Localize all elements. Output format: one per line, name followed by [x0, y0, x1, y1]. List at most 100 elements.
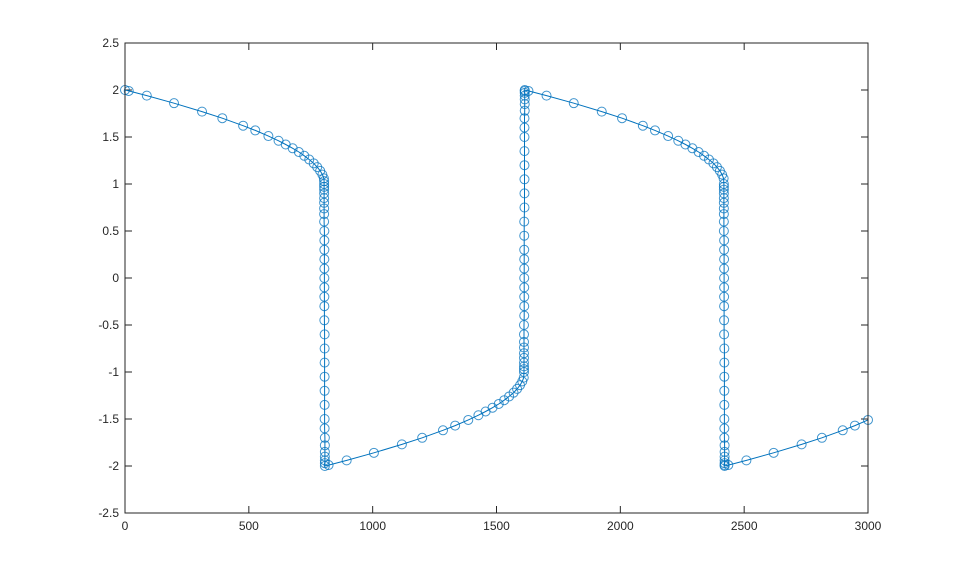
data-point-marker: [519, 202, 530, 213]
y-tick-label: -2.5: [98, 506, 119, 520]
data-point-marker: [718, 197, 729, 208]
data-point-marker: [718, 184, 729, 195]
data-point-marker: [637, 120, 648, 131]
data-point-marker: [719, 343, 730, 354]
data-point-marker: [293, 147, 304, 158]
data-point-marker: [319, 385, 330, 396]
data-point-marker: [699, 150, 710, 161]
data-point-marker: [518, 336, 529, 347]
y-tick-label: 1.5: [102, 130, 119, 144]
data-point-marker: [519, 105, 530, 116]
data-point-marker: [319, 329, 330, 340]
data-point-marker: [287, 143, 298, 154]
data-point-marker: [741, 455, 752, 466]
data-point-marker: [719, 432, 730, 443]
data-point-marker: [719, 357, 730, 368]
data-point-marker: [323, 460, 334, 471]
data-point-marker: [499, 395, 510, 406]
data-point-marker: [519, 244, 530, 255]
data-point-marker: [719, 461, 730, 471]
y-tick-label: -1.5: [98, 412, 119, 426]
data-point-marker: [837, 425, 848, 436]
data-point-marker: [719, 399, 730, 410]
data-point-marker: [319, 446, 330, 457]
data-point-marker: [719, 385, 730, 396]
data-point-marker: [197, 106, 208, 117]
x-tick-label: 1000: [359, 519, 386, 533]
data-point-marker: [368, 447, 379, 458]
y-tick-label: -2: [108, 459, 119, 473]
data-point-marker: [568, 98, 579, 109]
data-point-marker: [719, 440, 730, 451]
y-tick-label: 2.5: [102, 36, 119, 50]
data-point-marker: [141, 90, 152, 101]
data-point-marker: [308, 158, 319, 169]
data-point-marker: [263, 131, 274, 142]
data-point-marker: [519, 230, 530, 241]
data-point-marker: [519, 160, 530, 171]
data-point-marker: [519, 113, 530, 124]
data-point-marker: [319, 176, 330, 187]
data-point-marker: [718, 193, 729, 204]
data-point-marker: [719, 446, 730, 457]
data-point-marker: [238, 120, 249, 131]
data-point-marker: [816, 432, 827, 443]
x-tick-label: 3000: [855, 519, 882, 533]
data-point-marker: [723, 460, 734, 471]
y-tick-label: -0.5: [98, 318, 119, 332]
data-point-marker: [417, 432, 428, 443]
data-point-marker: [319, 432, 330, 443]
data-point-marker: [319, 301, 330, 312]
x-tick-label: 2000: [607, 519, 634, 533]
data-point-marker: [512, 383, 523, 394]
data-point-marker: [518, 364, 529, 375]
data-point-marker: [719, 329, 730, 340]
data-point-marker: [718, 203, 729, 214]
data-point-marker: [318, 173, 329, 184]
data-point-marker: [518, 348, 529, 359]
y-tick-label: 0.5: [102, 224, 119, 238]
data-point-marker: [319, 399, 330, 410]
data-point-marker: [169, 98, 180, 109]
data-point-marker: [796, 439, 807, 450]
data-point-marker: [319, 343, 330, 354]
data-point-marker: [718, 181, 729, 192]
x-tick-label: 0: [122, 519, 129, 533]
data-point-marker: [493, 398, 504, 409]
data-point-marker: [596, 106, 607, 117]
data-point-marker: [719, 301, 730, 312]
data-point-marker: [518, 342, 529, 353]
data-point-marker: [519, 146, 530, 157]
data-point-marker: [718, 173, 729, 184]
data-point-marker: [693, 147, 704, 158]
data-point-marker: [319, 461, 330, 471]
data-point-marker: [768, 447, 779, 458]
data-point-marker: [319, 203, 330, 214]
data-point-marker: [541, 90, 552, 101]
data-point-marker: [849, 420, 860, 431]
data-point-marker: [319, 197, 330, 208]
data-point-marker: [518, 372, 529, 383]
data-point-marker: [719, 315, 730, 326]
data-point-marker: [319, 209, 330, 220]
data-point-marker: [319, 181, 330, 192]
data-point-marker: [123, 85, 134, 96]
plot-background: [125, 43, 868, 513]
data-point-marker: [319, 357, 330, 368]
data-point-marker: [650, 125, 661, 136]
data-point-marker: [518, 352, 529, 363]
data-point-marker: [519, 174, 530, 185]
data-point-marker: [312, 162, 323, 173]
data-point-marker: [523, 85, 534, 96]
data-point-marker: [319, 193, 330, 204]
data-point-marker: [438, 425, 449, 436]
data-point-marker: [217, 113, 228, 124]
data-point-marker: [319, 440, 330, 451]
data-point-marker: [487, 402, 498, 413]
data-point-marker: [250, 125, 261, 136]
data-point-marker: [519, 85, 530, 95]
data-point-marker: [319, 371, 330, 382]
series-layer: [120, 85, 873, 471]
data-point-marker: [663, 131, 674, 142]
